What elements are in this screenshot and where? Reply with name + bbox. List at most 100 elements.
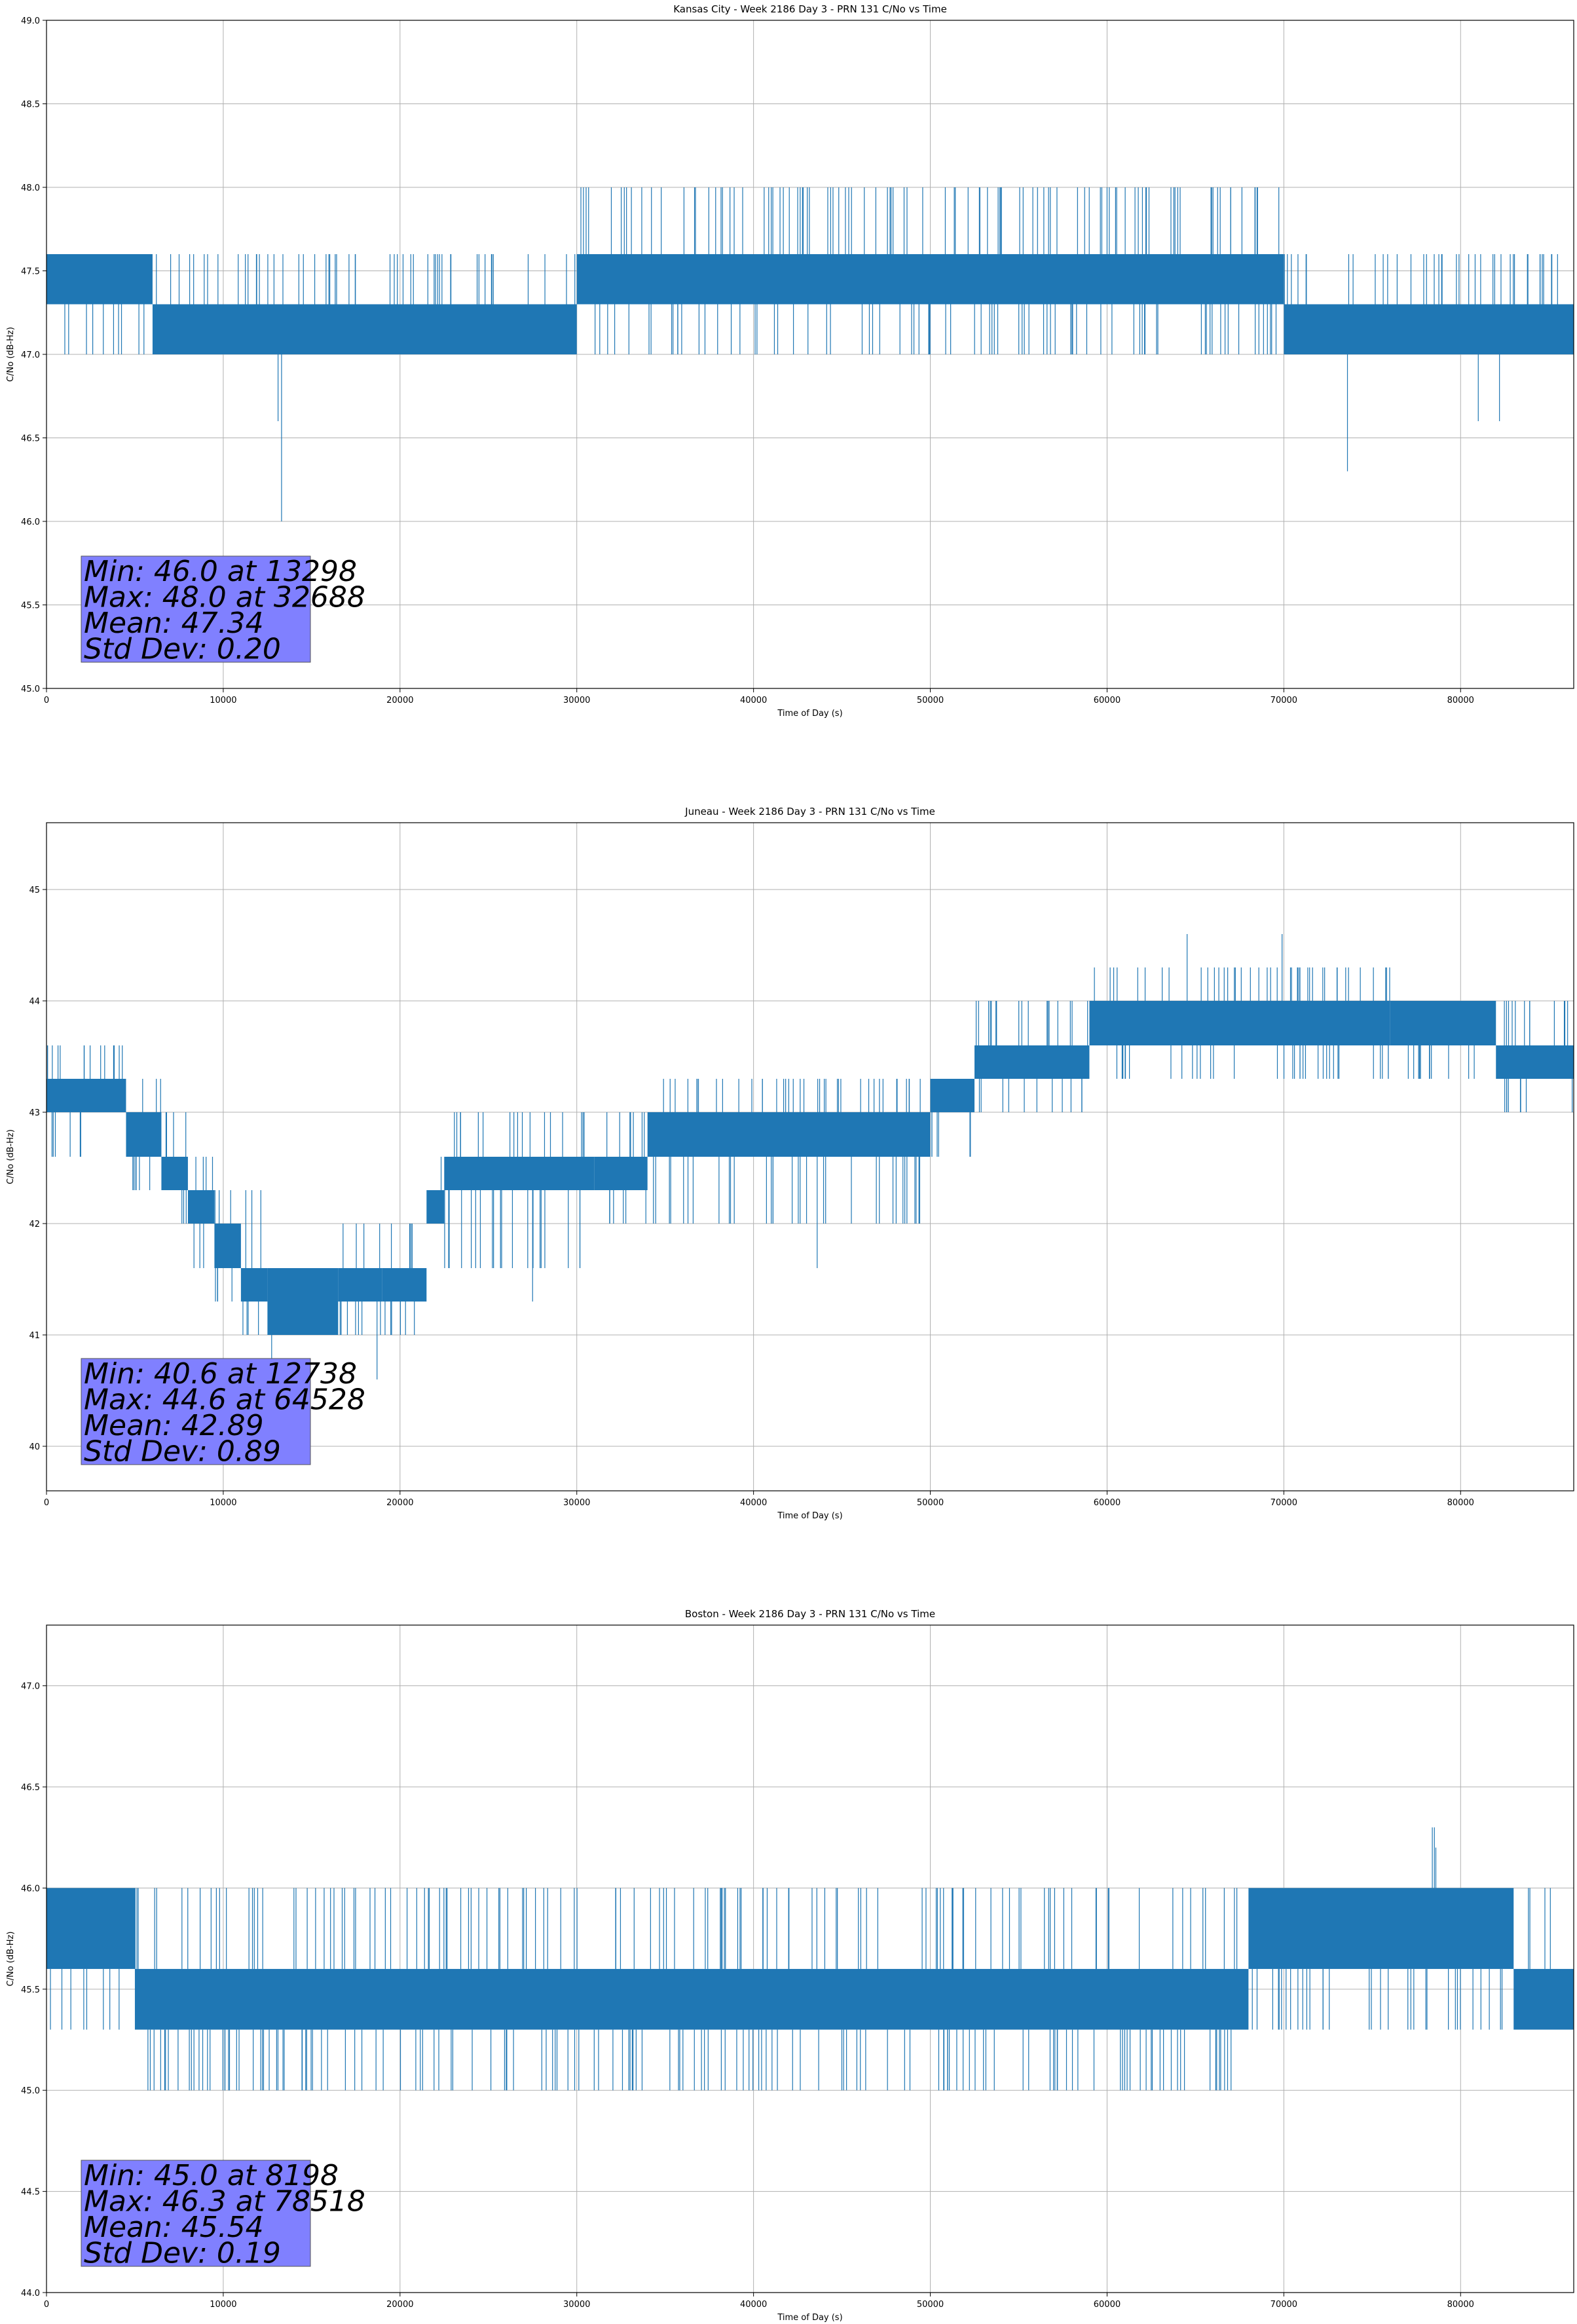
x-tick-label: 30000 [563, 2300, 590, 2310]
y-tick-label: 46.5 [21, 1783, 40, 1793]
data-band [126, 1112, 162, 1157]
y-tick-label: 48.5 [21, 100, 40, 110]
data-band [338, 1268, 382, 1302]
y-tick-label: 47.0 [21, 1682, 40, 1692]
stats-line: Std Dev: 0.19 [84, 2237, 281, 2270]
y-tick-label: 46.0 [21, 1884, 40, 1894]
x-tick-label: 10000 [210, 1498, 236, 1508]
x-tick-label: 60000 [1094, 2300, 1121, 2310]
y-tick-label: 45.5 [21, 1985, 40, 1995]
x-tick-label: 80000 [1447, 2300, 1474, 2310]
y-tick-label: 45.0 [21, 2086, 40, 2096]
x-tick-label: 70000 [1271, 2300, 1297, 2310]
y-tick-label: 41 [29, 1331, 40, 1341]
x-tick-label: 80000 [1447, 696, 1474, 705]
stats-line: Min: 40.6 at 12738 [84, 1357, 357, 1391]
data-band [1496, 1045, 1574, 1079]
y-tick-label: 45.5 [21, 601, 40, 611]
data-band [1089, 1001, 1390, 1045]
stats-line: Max: 46.3 at 78518 [84, 2185, 365, 2219]
ticks: 0 10000 20000 30000 40000 50000 60000 70000 8000… [29, 886, 1474, 1508]
x-tick-label: 60000 [1094, 696, 1121, 705]
x-tick-label: 20000 [386, 1498, 413, 1508]
x-tick-label: 50000 [917, 696, 944, 705]
chart-title: Kansas City - Week 2186 Day 3 - PRN 131 … [673, 3, 947, 15]
data-band [1284, 304, 1574, 354]
stats-line: Max: 48.0 at 32688 [84, 581, 365, 614]
data-band [594, 1157, 648, 1190]
stats-line: Max: 44.6 at 64528 [84, 1383, 365, 1417]
series-cno [46, 187, 1574, 521]
data-band [267, 1268, 339, 1335]
stats-line: Mean: 42.89 [84, 1409, 264, 1442]
chart-title: Juneau - Week 2186 Day 3 - PRN 131 C/No … [684, 806, 935, 817]
stats-line: Std Dev: 0.89 [84, 1435, 281, 1469]
y-tick-label: 44.5 [21, 2188, 40, 2198]
series-cno [46, 934, 1574, 1379]
data-band [1513, 1968, 1574, 2030]
data-band [46, 254, 153, 305]
stats-line: Mean: 47.34 [84, 607, 264, 640]
x-tick-label: 30000 [563, 1498, 590, 1508]
x-axis-label: Time of Day (s) [777, 1511, 842, 1521]
x-tick-label: 20000 [386, 2300, 413, 2310]
chart-panel-1: 0 10000 20000 30000 40000 50000 60000 70000 8000… [6, 3, 1574, 719]
stats-box-bg [81, 555, 311, 663]
x-tick-label: 50000 [917, 2300, 944, 2310]
y-tick-label: 40 [29, 1442, 40, 1452]
data-band [46, 1888, 135, 1969]
x-tick-label: 0 [44, 2300, 49, 2310]
x-tick-label: 40000 [740, 2300, 767, 2310]
data-band [382, 1268, 427, 1302]
x-tick-label: 10000 [210, 696, 236, 705]
ticks: 0 10000 20000 30000 40000 50000 60000 70000 8000… [21, 1682, 1474, 2310]
data-band [647, 1112, 931, 1157]
y-tick-label: 43 [29, 1108, 40, 1118]
x-tick-label: 70000 [1271, 1498, 1297, 1508]
series-cno [46, 1827, 1574, 2091]
y-tick-label: 45.0 [21, 684, 40, 694]
data-band [161, 1157, 188, 1190]
stats-box-bg [81, 2160, 311, 2267]
y-tick-label: 44.0 [21, 2289, 40, 2298]
stats-line: Mean: 45.54 [84, 2211, 264, 2244]
data-band [426, 1190, 445, 1224]
data-band [187, 1190, 215, 1224]
data-band [1248, 1888, 1514, 1969]
ticks: 0 10000 20000 30000 40000 50000 60000 70000 8000… [21, 16, 1474, 705]
y-tick-label: 48.0 [21, 183, 40, 193]
y-tick-label: 42 [29, 1220, 40, 1229]
data-band [240, 1268, 268, 1302]
stats-line: Min: 46.0 at 13298 [84, 555, 357, 588]
stats-box-bg [81, 1358, 311, 1465]
x-tick-label: 70000 [1271, 696, 1297, 705]
y-tick-label: 49.0 [21, 16, 40, 26]
chart-title: Boston - Week 2186 Day 3 - PRN 131 C/No … [685, 1608, 935, 1620]
y-axis-label: C/No (dB-Hz) [6, 1932, 16, 1987]
y-tick-label: 45 [29, 886, 40, 895]
axes-frame [46, 1624, 1574, 2293]
x-tick-label: 80000 [1447, 1498, 1474, 1508]
y-tick-label: 47.0 [21, 350, 40, 360]
x-tick-label: 0 [44, 696, 49, 705]
x-tick-label: 10000 [210, 2300, 236, 2310]
chart-panel-2: 0 10000 20000 30000 40000 50000 60000 70000 8000… [6, 806, 1574, 1521]
data-band [46, 1079, 126, 1112]
x-tick-label: 30000 [563, 696, 590, 705]
data-band [576, 254, 1284, 305]
x-axis-label: Time of Day (s) [777, 709, 842, 719]
x-tick-label: 60000 [1094, 1498, 1121, 1508]
y-tick-label: 47.5 [21, 267, 40, 277]
x-axis-label: Time of Day (s) [777, 2313, 842, 2323]
x-tick-label: 50000 [917, 1498, 944, 1508]
x-tick-label: 20000 [386, 696, 413, 705]
data-band [134, 1968, 1249, 2030]
data-band [974, 1045, 1090, 1079]
x-tick-label: 40000 [740, 696, 767, 705]
data-band [152, 304, 577, 354]
y-tick-label: 44 [29, 997, 40, 1007]
